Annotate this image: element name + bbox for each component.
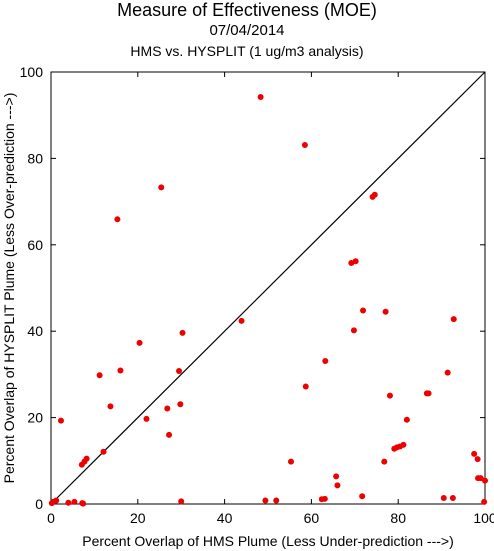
data-point — [359, 493, 366, 500]
data-point — [80, 500, 87, 507]
data-points — [48, 94, 488, 507]
data-point — [386, 392, 393, 399]
data-point — [352, 258, 359, 265]
y-tick-label: 0 — [35, 496, 43, 512]
data-point — [83, 455, 90, 462]
data-point — [381, 458, 388, 465]
data-point — [360, 307, 367, 314]
data-point — [403, 416, 410, 423]
y-tick-label: 60 — [27, 237, 43, 253]
axis-ticks: 0 20 40 60 80 100 0 20 40 60 80 100 — [20, 64, 494, 526]
x-tick-label: 40 — [217, 510, 233, 526]
data-point — [450, 316, 457, 323]
data-point — [57, 417, 64, 424]
data-point — [371, 191, 378, 198]
x-tick-label: 100 — [473, 510, 494, 526]
data-point — [164, 405, 171, 412]
y-axis-label: Percent Overlap of HYSPLIT Plume (Less O… — [1, 93, 17, 484]
x-tick-label: 20 — [130, 510, 146, 526]
data-point — [273, 497, 280, 504]
data-point — [301, 142, 308, 149]
data-point — [71, 498, 78, 505]
x-tick-label: 60 — [304, 510, 320, 526]
data-point — [302, 383, 309, 390]
data-point — [238, 317, 245, 324]
data-point — [444, 369, 451, 376]
x-tick-label: 0 — [47, 510, 55, 526]
chart-subtitle-analysis: HMS vs. HYSPLIT (1 ug/m3 analysis) — [130, 43, 364, 59]
data-point — [117, 367, 124, 374]
data-point — [321, 495, 328, 502]
data-point — [322, 358, 329, 365]
data-point — [178, 498, 185, 505]
data-point — [382, 308, 389, 315]
data-point — [481, 498, 488, 505]
data-point — [176, 367, 183, 374]
data-point — [158, 184, 165, 191]
x-axis-label: Percent Overlap of HMS Plume (Less Under… — [82, 533, 454, 549]
x-tick-label: 80 — [390, 510, 406, 526]
y-tick-label: 80 — [27, 150, 43, 166]
data-point — [114, 216, 121, 223]
data-point — [449, 494, 456, 501]
data-point — [179, 329, 186, 336]
y-tick-label: 20 — [27, 410, 43, 426]
data-point — [96, 372, 103, 379]
data-point — [100, 448, 107, 455]
data-point — [136, 339, 143, 346]
one-to-one-line — [50, 71, 486, 505]
data-point — [334, 482, 341, 489]
data-point — [288, 458, 295, 465]
data-point — [166, 431, 173, 438]
y-tick-label: 40 — [27, 323, 43, 339]
data-point — [333, 473, 340, 480]
data-point — [177, 401, 184, 408]
data-point — [425, 390, 432, 397]
data-point — [143, 415, 150, 422]
data-point — [53, 497, 60, 504]
data-point — [400, 441, 407, 448]
data-point — [477, 475, 484, 482]
data-point — [482, 477, 488, 484]
data-point — [65, 499, 72, 506]
data-point — [471, 450, 478, 457]
plot-frame — [50, 71, 486, 505]
data-point — [440, 494, 447, 501]
y-tick-label: 100 — [20, 64, 44, 80]
data-point — [257, 94, 264, 101]
chart-subtitle-date: 07/04/2014 — [209, 22, 285, 39]
data-point — [262, 497, 269, 504]
data-point — [474, 456, 481, 463]
data-point — [107, 403, 114, 410]
data-point — [350, 327, 357, 334]
chart-title: Measure of Effectiveness (MOE) — [117, 0, 377, 20]
